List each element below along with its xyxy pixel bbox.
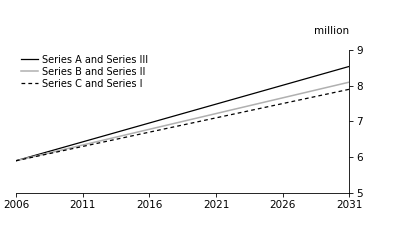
Series C and Series I bbox=[80, 145, 85, 148]
Series A and Series III bbox=[13, 159, 18, 162]
Series B and Series II bbox=[13, 159, 18, 162]
Line: Series B and Series II: Series B and Series II bbox=[16, 82, 349, 161]
Series A and Series III bbox=[160, 118, 165, 121]
Series B and Series II bbox=[294, 93, 299, 96]
Legend: Series A and Series III, Series B and Series II, Series C and Series I: Series A and Series III, Series B and Se… bbox=[21, 55, 148, 89]
Series C and Series I bbox=[267, 105, 272, 108]
Series A and Series III bbox=[40, 152, 45, 155]
Series C and Series I bbox=[347, 88, 352, 91]
Series B and Series II bbox=[107, 137, 112, 140]
Series C and Series I bbox=[94, 142, 98, 145]
Series C and Series I bbox=[307, 96, 312, 99]
Series C and Series I bbox=[214, 116, 218, 119]
Series A and Series III bbox=[307, 76, 312, 79]
Series C and Series I bbox=[107, 139, 112, 142]
Series A and Series III bbox=[294, 80, 299, 83]
Line: Series A and Series III: Series A and Series III bbox=[16, 66, 349, 161]
Series A and Series III bbox=[107, 133, 112, 136]
Series B and Series II bbox=[120, 134, 125, 137]
Series A and Series III bbox=[27, 156, 32, 158]
Series C and Series I bbox=[333, 91, 338, 94]
Series C and Series I bbox=[227, 114, 232, 116]
Series B and Series II bbox=[307, 90, 312, 93]
Series B and Series II bbox=[320, 87, 325, 90]
Series B and Series II bbox=[80, 144, 85, 146]
Series B and Series II bbox=[27, 156, 32, 159]
Series B and Series II bbox=[254, 103, 258, 106]
Series A and Series III bbox=[54, 148, 58, 151]
Series C and Series I bbox=[40, 154, 45, 156]
Series B and Series II bbox=[240, 106, 245, 109]
Series A and Series III bbox=[120, 129, 125, 132]
Series A and Series III bbox=[267, 88, 272, 90]
Series B and Series II bbox=[227, 109, 232, 112]
Series C and Series I bbox=[67, 148, 71, 151]
Series C and Series I bbox=[160, 128, 165, 131]
Series A and Series III bbox=[240, 95, 245, 98]
Series B and Series II bbox=[200, 115, 205, 118]
Series A and Series III bbox=[67, 144, 71, 147]
Series A and Series III bbox=[347, 65, 352, 68]
Series C and Series I bbox=[120, 136, 125, 139]
Series A and Series III bbox=[200, 106, 205, 109]
Series B and Series II bbox=[147, 128, 152, 131]
Series C and Series I bbox=[187, 122, 192, 125]
Text: million: million bbox=[314, 26, 349, 36]
Series C and Series I bbox=[13, 159, 18, 162]
Series B and Series II bbox=[267, 100, 272, 102]
Series A and Series III bbox=[133, 126, 138, 128]
Series A and Series III bbox=[333, 69, 338, 72]
Series A and Series III bbox=[187, 110, 192, 113]
Series C and Series I bbox=[173, 125, 178, 128]
Series A and Series III bbox=[80, 141, 85, 143]
Series C and Series I bbox=[200, 119, 205, 122]
Series A and Series III bbox=[280, 84, 285, 87]
Series C and Series I bbox=[240, 111, 245, 114]
Series B and Series II bbox=[347, 81, 352, 84]
Series B and Series II bbox=[40, 153, 45, 156]
Series A and Series III bbox=[147, 122, 152, 124]
Series B and Series II bbox=[67, 147, 71, 150]
Series B and Series II bbox=[160, 125, 165, 128]
Series B and Series II bbox=[133, 131, 138, 134]
Series C and Series I bbox=[147, 131, 152, 133]
Series C and Series I bbox=[27, 157, 32, 159]
Series B and Series II bbox=[280, 96, 285, 99]
Series B and Series II bbox=[187, 118, 192, 121]
Series A and Series III bbox=[254, 91, 258, 94]
Series A and Series III bbox=[227, 99, 232, 102]
Series C and Series I bbox=[294, 99, 299, 102]
Series B and Series II bbox=[214, 112, 218, 115]
Series C and Series I bbox=[54, 151, 58, 153]
Series C and Series I bbox=[254, 108, 258, 111]
Series B and Series II bbox=[173, 122, 178, 124]
Series B and Series II bbox=[94, 141, 98, 143]
Line: Series C and Series I: Series C and Series I bbox=[16, 89, 349, 161]
Series A and Series III bbox=[94, 137, 98, 139]
Series B and Series II bbox=[54, 150, 58, 153]
Series B and Series II bbox=[333, 84, 338, 87]
Series A and Series III bbox=[173, 114, 178, 117]
Series A and Series III bbox=[320, 73, 325, 75]
Series C and Series I bbox=[320, 94, 325, 96]
Series C and Series I bbox=[133, 134, 138, 136]
Series A and Series III bbox=[214, 103, 218, 106]
Series C and Series I bbox=[280, 102, 285, 105]
